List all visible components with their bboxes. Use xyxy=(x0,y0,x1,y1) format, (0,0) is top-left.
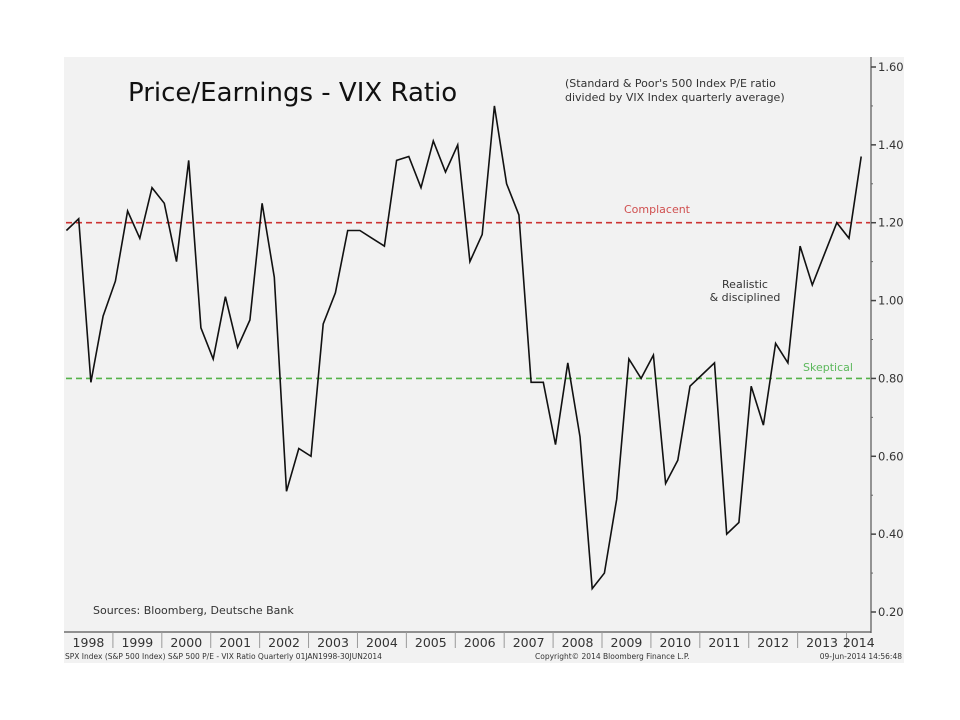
x-ticks: 1998 1999 2000 2001 2002 2003 2004 2005 2006 2007… xyxy=(73,632,875,650)
x-tick-label: 2001 xyxy=(219,635,251,650)
footer-left: SPX Index (S&P 500 Index) S&P 500 P/E - … xyxy=(65,652,382,661)
source-note: Sources: Bloomberg, Deutsche Bank xyxy=(93,604,294,617)
y-tick-label: 1.20 xyxy=(878,216,904,230)
y-tick-label: 0.80 xyxy=(878,371,904,385)
complacent-label: Complacent xyxy=(624,203,691,216)
x-tick-label: 1999 xyxy=(121,635,153,650)
footer-timestamp: 09-Jun-2014 14:56:48 xyxy=(820,652,902,661)
realistic-annotation-line-1: Realistic xyxy=(722,278,768,291)
y-tick-label: 1.40 xyxy=(878,138,904,152)
x-tick-label: 2003 xyxy=(317,635,349,650)
reference-lines xyxy=(66,221,870,380)
series-line xyxy=(65,105,862,591)
realistic-annotation-line-2: & disciplined xyxy=(710,291,781,304)
y-tick-label: 0.60 xyxy=(878,449,904,463)
x-tick-label: 2011 xyxy=(708,635,740,650)
chart-panel xyxy=(64,57,904,663)
chart-subtitle-line-2: divided by VIX Index quarterly average) xyxy=(565,91,785,104)
y-ticks: 1.60 1.40 1.20 1.00 0.80 0.60 0.40 0.20 xyxy=(871,60,904,619)
x-tick-label: 2006 xyxy=(464,635,496,650)
y-tick-label: 0.40 xyxy=(878,527,904,541)
x-tick-label: 2012 xyxy=(757,635,789,650)
skeptical-label: Skeptical xyxy=(803,361,853,374)
x-tick-label: 2008 xyxy=(562,635,594,650)
x-tick-label: 2004 xyxy=(366,635,398,650)
x-tick-label: 2009 xyxy=(611,635,643,650)
x-tick-label: 2005 xyxy=(415,635,447,650)
chart-title: Price/Earnings - VIX Ratio xyxy=(128,78,457,108)
chart-subtitle-line-1: (Standard & Poor's 500 Index P/E ratio xyxy=(565,77,776,90)
x-tick-label: 2000 xyxy=(170,635,202,650)
x-tick-label: 2007 xyxy=(513,635,545,650)
y-tick-label: 1.60 xyxy=(878,60,904,74)
x-tick-label: 2014 xyxy=(843,635,875,650)
y-tick-label: 1.00 xyxy=(878,294,904,308)
x-tick-label: 2013 xyxy=(806,635,838,650)
series-layer xyxy=(65,105,862,591)
y-tick-label: 0.20 xyxy=(878,605,904,619)
footer-copyright: Copyright© 2014 Bloomberg Finance L.P. xyxy=(535,652,690,661)
x-tick-label: 2010 xyxy=(659,635,691,650)
x-tick-label: 1998 xyxy=(73,635,105,650)
x-tick-label: 2002 xyxy=(268,635,300,650)
